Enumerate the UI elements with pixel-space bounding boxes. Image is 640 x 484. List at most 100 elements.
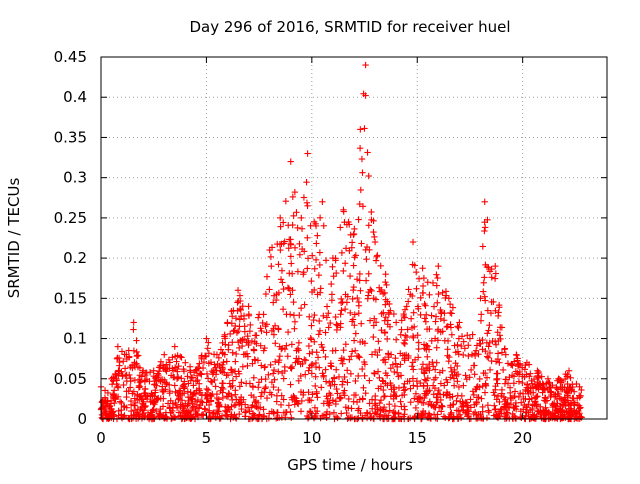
scatter-point: [240, 364, 246, 370]
scatter-point: [410, 366, 416, 372]
scatter-point: [413, 286, 419, 292]
scatter-point: [328, 363, 334, 369]
scatter-point: [449, 332, 455, 338]
scatter-point: [359, 169, 365, 175]
scatter-point: [235, 328, 241, 334]
scatter-point: [255, 314, 261, 320]
scatter-point: [264, 395, 270, 401]
scatter-point: [307, 408, 313, 414]
scatter-point: [337, 224, 343, 230]
scatter-point: [259, 320, 265, 326]
scatter-point: [424, 354, 430, 360]
scatter-point: [442, 415, 448, 421]
scatter-point: [317, 249, 323, 255]
scatter-point: [453, 398, 459, 404]
scatter-point: [339, 250, 345, 256]
scatter-point: [465, 342, 471, 348]
scatter-point: [274, 398, 280, 404]
scatter-point: [297, 252, 303, 258]
scatter-point: [415, 346, 421, 352]
scatter-point: [325, 324, 331, 330]
scatter-point: [410, 382, 416, 388]
scatter-point: [347, 310, 353, 316]
scatter-point: [408, 315, 414, 321]
scatter-point: [361, 373, 367, 379]
scatter-point: [378, 397, 384, 403]
scatter-point: [434, 275, 440, 281]
scatter-point: [493, 270, 499, 276]
scatter-point: [289, 341, 295, 347]
scatter-point: [302, 371, 308, 377]
scatter-point: [398, 326, 404, 332]
scatter-point: [434, 345, 440, 351]
scatter-point: [444, 346, 450, 352]
scatter-point: [281, 375, 287, 381]
scatter-point: [285, 353, 291, 359]
scatter-point: [268, 254, 274, 260]
scatter-point: [422, 302, 428, 308]
scatter-point: [404, 326, 410, 332]
scatter-point: [354, 295, 360, 301]
scatter-point: [255, 384, 261, 390]
scatter-point: [382, 393, 388, 399]
scatter-point: [312, 266, 318, 272]
scatter-point: [487, 367, 493, 373]
scatter-point: [393, 337, 399, 343]
scatter-point: [116, 362, 122, 368]
scatter-point: [478, 311, 484, 317]
scatter-point: [303, 179, 309, 185]
scatter-point: [420, 283, 426, 289]
scatter-point: [492, 275, 498, 281]
scatter-point: [292, 245, 298, 251]
scatter-point: [316, 318, 322, 324]
scatter-point: [363, 277, 369, 283]
scatter-point: [287, 365, 293, 371]
scatter-point: [480, 288, 486, 294]
scatter-point: [357, 287, 363, 293]
scatter-point: [342, 260, 348, 266]
scatter-point: [482, 389, 488, 395]
scatter-point: [391, 369, 397, 375]
scatter-point: [296, 340, 302, 346]
scatter-point: [317, 215, 323, 221]
scatter-point: [172, 382, 178, 388]
scatter-point: [262, 364, 268, 370]
scatter-point: [327, 320, 333, 326]
scatter-point: [356, 310, 362, 316]
scatter-point: [366, 173, 372, 179]
scatter-point: [414, 383, 420, 389]
scatter-point: [237, 316, 243, 322]
scatter-point: [422, 376, 428, 382]
scatter-point: [279, 279, 285, 285]
scatter-point: [371, 370, 377, 376]
scatter-point: [349, 348, 355, 354]
scatter-point: [322, 329, 328, 335]
scatter-point: [467, 396, 473, 402]
scatter-point: [350, 262, 356, 268]
scatter-point: [272, 359, 278, 365]
scatter-point: [313, 240, 319, 246]
scatter-point: [204, 386, 210, 392]
scatter-point: [278, 276, 284, 282]
scatter-point: [361, 125, 367, 131]
scatter-point: [480, 243, 486, 249]
scatter-point: [366, 271, 372, 277]
scatter-point: [178, 375, 184, 381]
scatter-point: [374, 252, 380, 258]
scatter-point: [499, 387, 505, 393]
scatter-point: [275, 261, 281, 267]
scatter-point: [439, 290, 445, 296]
scatter-point: [431, 303, 437, 309]
scatter-point: [439, 403, 445, 409]
scatter-point: [301, 301, 307, 307]
scatter-point: [365, 295, 371, 301]
scatter-point: [471, 371, 477, 377]
scatter-point: [383, 282, 389, 288]
scatter-point: [288, 253, 294, 259]
scatter-point: [308, 278, 314, 284]
scatter-point: [294, 225, 300, 231]
scatter-point: [298, 305, 304, 311]
scatter-point: [359, 395, 365, 401]
